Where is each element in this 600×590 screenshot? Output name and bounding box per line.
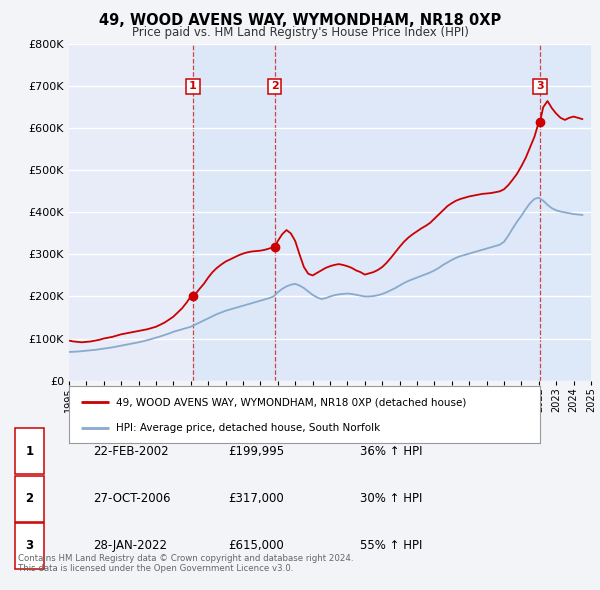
Text: Price paid vs. HM Land Registry's House Price Index (HPI): Price paid vs. HM Land Registry's House …	[131, 26, 469, 39]
Text: Contains HM Land Registry data © Crown copyright and database right 2024.
This d: Contains HM Land Registry data © Crown c…	[18, 554, 353, 573]
Text: £615,000: £615,000	[228, 539, 284, 552]
Text: 2: 2	[25, 492, 34, 505]
Text: 49, WOOD AVENS WAY, WYMONDHAM, NR18 0XP: 49, WOOD AVENS WAY, WYMONDHAM, NR18 0XP	[99, 13, 501, 28]
Bar	[193, 44, 275, 381]
Text: £199,995: £199,995	[228, 445, 284, 458]
Text: 1: 1	[25, 445, 34, 458]
Text: 3: 3	[25, 539, 34, 552]
Text: 22-FEB-2002: 22-FEB-2002	[93, 445, 169, 458]
Text: 27-OCT-2006: 27-OCT-2006	[93, 492, 170, 505]
Text: 3: 3	[536, 81, 544, 91]
Bar	[275, 44, 540, 381]
Text: 55% ↑ HPI: 55% ↑ HPI	[360, 539, 422, 552]
Text: 36% ↑ HPI: 36% ↑ HPI	[360, 445, 422, 458]
Text: £317,000: £317,000	[228, 492, 284, 505]
Text: 2: 2	[271, 81, 278, 91]
Text: HPI: Average price, detached house, South Norfolk: HPI: Average price, detached house, Sout…	[116, 424, 380, 434]
Text: 49, WOOD AVENS WAY, WYMONDHAM, NR18 0XP (detached house): 49, WOOD AVENS WAY, WYMONDHAM, NR18 0XP …	[116, 397, 466, 407]
Bar	[540, 44, 591, 381]
Bar	[69, 44, 193, 381]
Text: 1: 1	[189, 81, 197, 91]
Text: 28-JAN-2022: 28-JAN-2022	[93, 539, 167, 552]
Text: 30% ↑ HPI: 30% ↑ HPI	[360, 492, 422, 505]
